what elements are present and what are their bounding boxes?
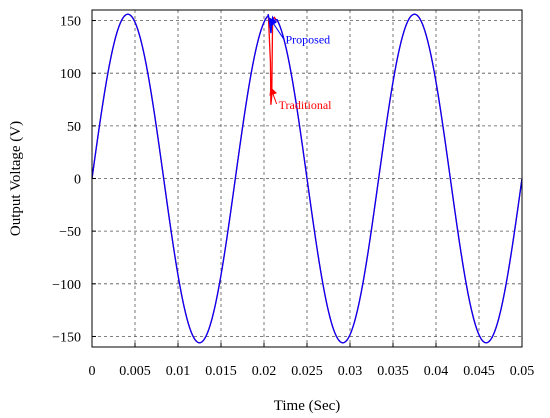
y-tick-label: 150: [60, 15, 81, 30]
series-line-proposed: [91, 13, 523, 344]
x-tick-label: 0.015: [205, 364, 237, 379]
y-tick-label: 100: [60, 67, 81, 82]
x-tick-label: 0.03: [338, 364, 363, 379]
y-axis-label: Output Voltage (V): [8, 121, 24, 236]
annotation-label: Traditional: [279, 98, 333, 112]
axis-ticks: 0 0.005 0.01 0.015 0.02 0.025 0.03 0.035 0.04 0.0…: [52, 15, 534, 379]
annotation-arrow: [269, 17, 284, 39]
x-tick-label: 0.035: [377, 364, 409, 379]
annotations: Proposed Traditional: [269, 17, 333, 112]
y-tick-label: 0: [74, 173, 81, 188]
x-tick-label: 0.01: [166, 364, 191, 379]
annotation-label: Proposed: [286, 33, 331, 47]
y-tick-label: −150: [52, 330, 81, 345]
x-tick-label: 0.045: [463, 364, 495, 379]
x-tick-label: 0: [89, 364, 96, 379]
x-tick-label: 0.025: [291, 364, 323, 379]
x-tick-label: 0.005: [119, 364, 151, 379]
y-tick-label: −100: [52, 278, 81, 293]
x-tick-label: 0.05: [510, 364, 535, 379]
annotation-arrow: [269, 86, 278, 105]
x-axis-label: Time (Sec): [274, 398, 341, 414]
y-tick-label: 50: [67, 120, 81, 135]
x-tick-label: 0.02: [252, 364, 277, 379]
series-layer: [91, 13, 523, 344]
x-tick-label: 0.04: [424, 364, 449, 379]
y-tick-label: −50: [59, 225, 81, 240]
